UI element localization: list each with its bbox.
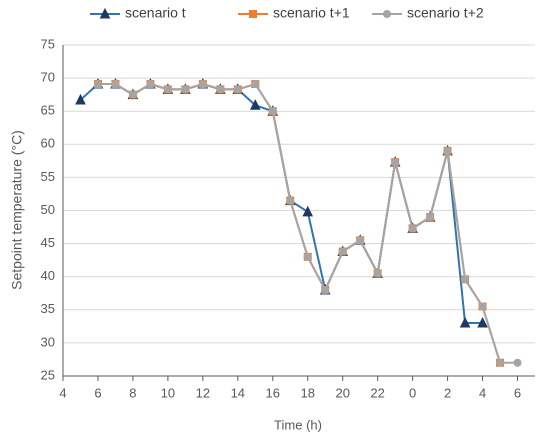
marker — [459, 316, 471, 328]
marker — [249, 99, 261, 110]
marker — [216, 85, 225, 94]
legend-marker — [99, 7, 111, 19]
marker — [373, 269, 382, 278]
marker — [461, 275, 470, 284]
y-tick-label: 40 — [41, 268, 55, 283]
legend-marker — [383, 10, 391, 18]
series-line — [97, 82, 501, 364]
legend-marker — [249, 10, 257, 18]
marker — [163, 85, 172, 94]
y-axis-title: Setpoint temperature (°C) — [9, 130, 25, 290]
x-tick-label: 20 — [335, 385, 349, 400]
x-tick-label: 4 — [479, 385, 486, 400]
x-tick-label: 12 — [196, 385, 210, 400]
marker — [146, 80, 155, 89]
marker — [338, 247, 347, 256]
y-tick-label: 70 — [41, 70, 55, 85]
marker — [268, 107, 277, 116]
marker — [496, 358, 505, 367]
marker — [233, 85, 242, 94]
marker — [443, 146, 452, 155]
y-tick-label: 60 — [41, 136, 55, 151]
y-tick-label: 75 — [41, 36, 55, 51]
legend-label: scenario t+1 — [273, 5, 350, 21]
series-line — [79, 82, 483, 325]
marker — [286, 196, 295, 205]
y-tick-label: 35 — [41, 301, 55, 316]
legend-label: scenario t — [125, 5, 186, 21]
x-tick-label: 18 — [301, 385, 315, 400]
marker — [478, 302, 487, 311]
marker — [181, 85, 190, 94]
marker — [426, 213, 435, 222]
x-tick-label: 8 — [129, 385, 136, 400]
marker — [75, 93, 86, 105]
x-tick-label: 16 — [266, 385, 280, 400]
legend-label: scenario t+2 — [407, 5, 484, 21]
marker — [391, 158, 400, 167]
x-tick-label: 4 — [59, 385, 66, 400]
marker — [321, 285, 330, 294]
x-axis-title: Time (h) — [274, 417, 322, 432]
x-tick-label: 10 — [161, 385, 175, 400]
y-tick-label: 55 — [41, 169, 55, 184]
marker — [477, 316, 488, 328]
marker — [513, 358, 522, 367]
marker — [356, 236, 365, 245]
marker — [198, 80, 207, 89]
y-tick-label: 65 — [41, 103, 55, 118]
x-tick-label: 6 — [94, 385, 101, 400]
marker — [302, 205, 314, 217]
marker — [303, 252, 312, 261]
y-tick-label: 45 — [41, 235, 55, 250]
marker — [408, 224, 417, 233]
marker — [93, 80, 102, 89]
y-tick-label: 25 — [41, 367, 55, 382]
x-tick-label: 0 — [409, 385, 416, 400]
x-tick-label: 22 — [370, 385, 384, 400]
marker — [111, 80, 120, 89]
marker — [251, 80, 260, 89]
x-tick-label: 2 — [444, 385, 451, 400]
x-tick-label: 6 — [514, 385, 521, 400]
x-tick-label: 14 — [231, 385, 245, 400]
y-tick-label: 30 — [41, 334, 55, 349]
marker — [128, 90, 137, 99]
y-tick-label: 50 — [41, 202, 55, 217]
